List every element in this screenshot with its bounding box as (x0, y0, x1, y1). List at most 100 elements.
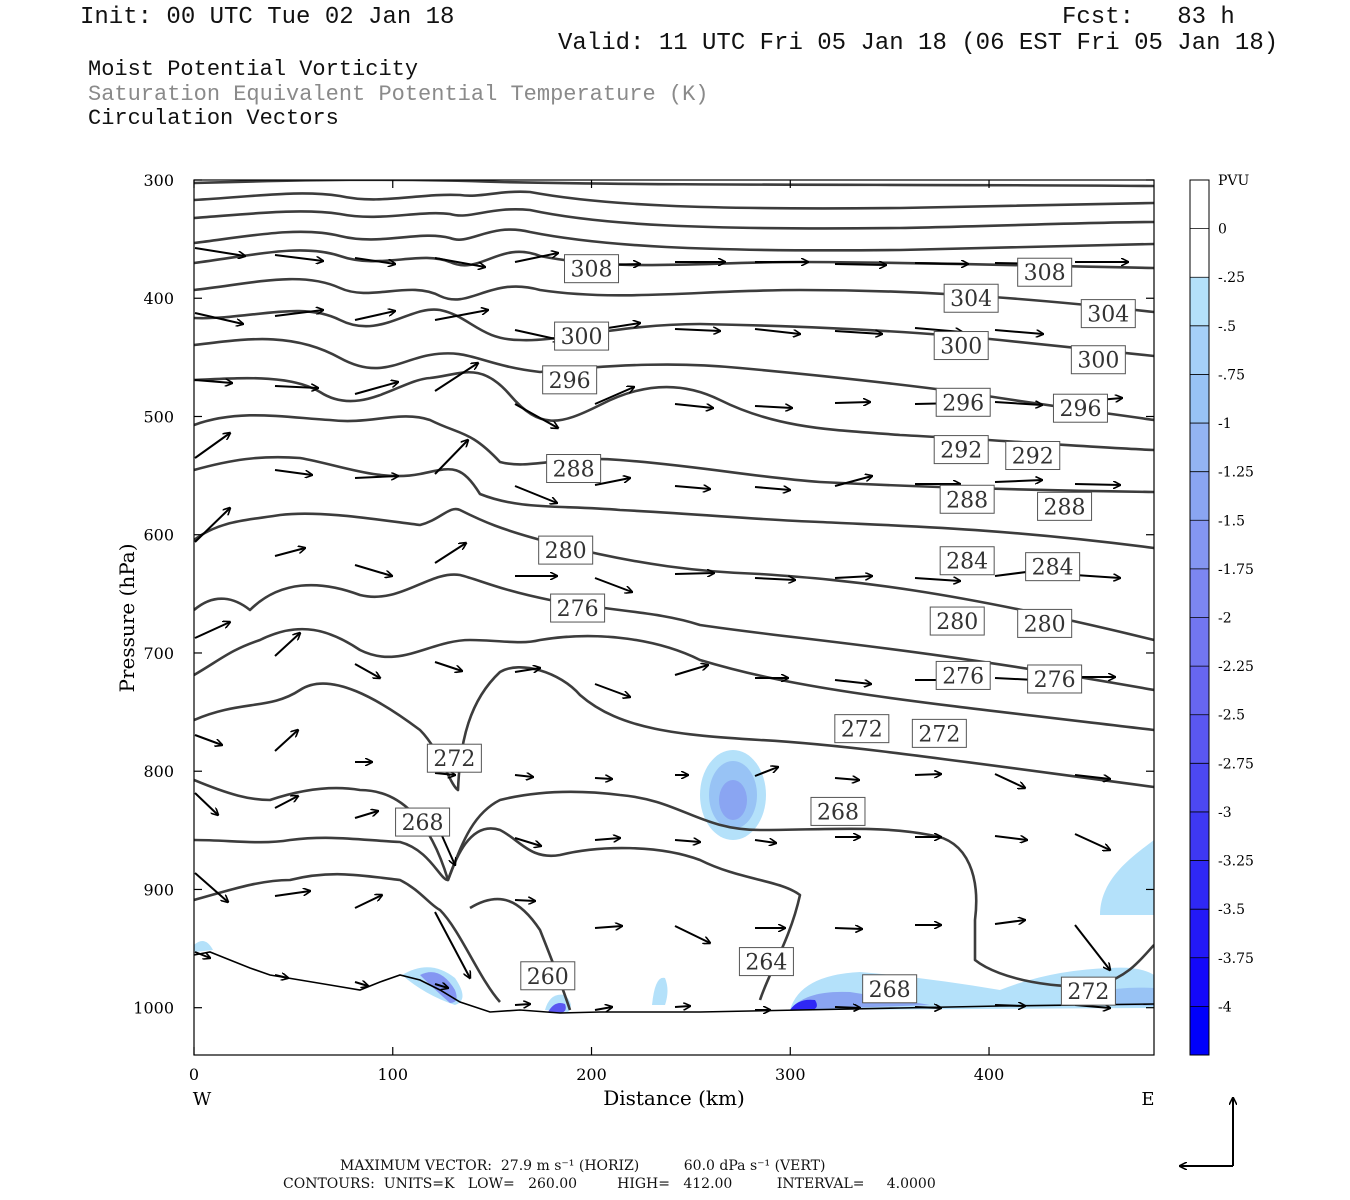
pv-blob (194, 941, 213, 952)
contour-line (194, 573, 1154, 692)
contour-label: 280 (1024, 612, 1066, 637)
circulation-vector (674, 573, 714, 574)
circulation-vector (674, 329, 720, 331)
contour-label-box (1060, 976, 1116, 1006)
pv-shading (194, 750, 1154, 1013)
contour-line (194, 872, 501, 1003)
circulation-vector (674, 840, 700, 842)
contour-label: 284 (946, 550, 988, 575)
theta-contours (194, 180, 1154, 1011)
circulation-vector (514, 775, 533, 777)
field-title-thetaes: Saturation Equivalent Potential Temperat… (88, 82, 709, 107)
circulation-vector (514, 485, 557, 503)
contour-line (194, 413, 1154, 494)
contour-label-box (1017, 608, 1073, 638)
contour-label-box (862, 974, 918, 1004)
pv-blob (548, 1003, 566, 1013)
contour-line (194, 827, 802, 1001)
contour-label-box (538, 535, 594, 565)
contour-label-box (520, 961, 576, 991)
contour-label: 280 (545, 539, 587, 564)
contour-label-box (564, 254, 620, 284)
colorbar-label: -1.5 (1218, 513, 1245, 529)
circulation-vector (834, 331, 882, 334)
circulation-vector (594, 683, 630, 697)
circulation-vector (194, 734, 222, 745)
circulation-vector (754, 487, 790, 490)
circulation-vector (274, 730, 298, 752)
max-vector-note: MAXIMUM VECTOR: 27.9 m s⁻¹ (HORIZ) 60.0 … (340, 1158, 826, 1174)
contour-label-box (943, 283, 999, 313)
circulation-vector (354, 982, 368, 986)
contour-label: 284 (1032, 556, 1074, 581)
contour-label-box (1027, 664, 1083, 694)
colorbar-swatch (1190, 520, 1209, 570)
colorbar-label: -2 (1218, 611, 1232, 627)
contour-label: 272 (433, 747, 475, 772)
colorbar-swatch (1190, 666, 1209, 716)
forecast-hour: Fcst: 83 h (1062, 4, 1235, 31)
pv-blob (719, 780, 747, 820)
contour-label-box (1025, 552, 1081, 582)
contour-line (194, 778, 1154, 988)
circulation-vector (594, 387, 634, 405)
circulation-vector (274, 548, 305, 557)
contour-line (194, 228, 1154, 252)
contour-label-box (911, 718, 967, 748)
circulation-vector (834, 679, 871, 684)
contour-label-box (1070, 345, 1126, 375)
circulation-vector (994, 835, 1027, 840)
x-tick-label: 300 (775, 1065, 806, 1084)
colorbar-swatch (1190, 714, 1209, 764)
y-tick-label: 1000 (133, 999, 174, 1018)
circulation-vector (194, 872, 228, 902)
contour-label: 296 (942, 391, 984, 416)
circulation-vector (1074, 484, 1120, 485)
colorbar-label: -.5 (1218, 319, 1236, 335)
contour-label: 276 (942, 664, 984, 689)
y-tick-label: 800 (143, 762, 174, 781)
contour-label: 272 (841, 718, 883, 743)
circulation-vector (274, 975, 288, 978)
contour-label: 272 (1067, 980, 1109, 1005)
field-title-vectors: Circulation Vectors (88, 106, 339, 131)
contour-info-note: CONTOURS: UNITS=K LOW= 260.00 HIGH= 412.… (283, 1176, 936, 1192)
contour-line (194, 370, 1154, 452)
plot-frame (193, 179, 1155, 1056)
contour-label: 264 (745, 951, 787, 976)
contour-label: 288 (946, 488, 988, 513)
circulation-vector (594, 1007, 612, 1010)
contour-label: 296 (549, 369, 591, 394)
contour-label: 280 (936, 610, 978, 635)
contour-label: 308 (1024, 261, 1066, 286)
contour-line (194, 208, 1154, 230)
circulation-vector (354, 257, 395, 264)
circulation-vector (194, 433, 230, 459)
circulation-vector (754, 406, 792, 408)
pv-blob (790, 999, 817, 1010)
colorbar-label: -3.75 (1218, 951, 1254, 967)
circulation-vector (434, 911, 470, 978)
colorbar-label: -3 (1218, 805, 1232, 821)
x-axis-label: Distance (km) (603, 1086, 745, 1110)
circulation-vector (434, 773, 455, 775)
circulation-vector (994, 402, 1042, 405)
contour-label: 292 (940, 439, 982, 464)
contour-line (194, 190, 1154, 210)
x-tick-label: 100 (377, 1065, 408, 1084)
contour-label-box (1080, 299, 1136, 329)
contour-label: 296 (1059, 397, 1101, 422)
circulation-vector (674, 925, 710, 943)
y-tick-label: 900 (143, 880, 174, 899)
colorbar-swatch (1190, 860, 1209, 910)
contour-label: 276 (557, 597, 599, 622)
circulation-vector (354, 895, 382, 909)
colorbar-swatch (1190, 228, 1209, 278)
field-title-pv: Moist Potential Vorticity (88, 57, 419, 82)
circulation-vector (274, 796, 298, 809)
contour-label-box (1017, 257, 1073, 287)
circulation-vector (994, 480, 1042, 482)
contour-label-box (929, 606, 985, 636)
circulation-vector (914, 1007, 941, 1008)
